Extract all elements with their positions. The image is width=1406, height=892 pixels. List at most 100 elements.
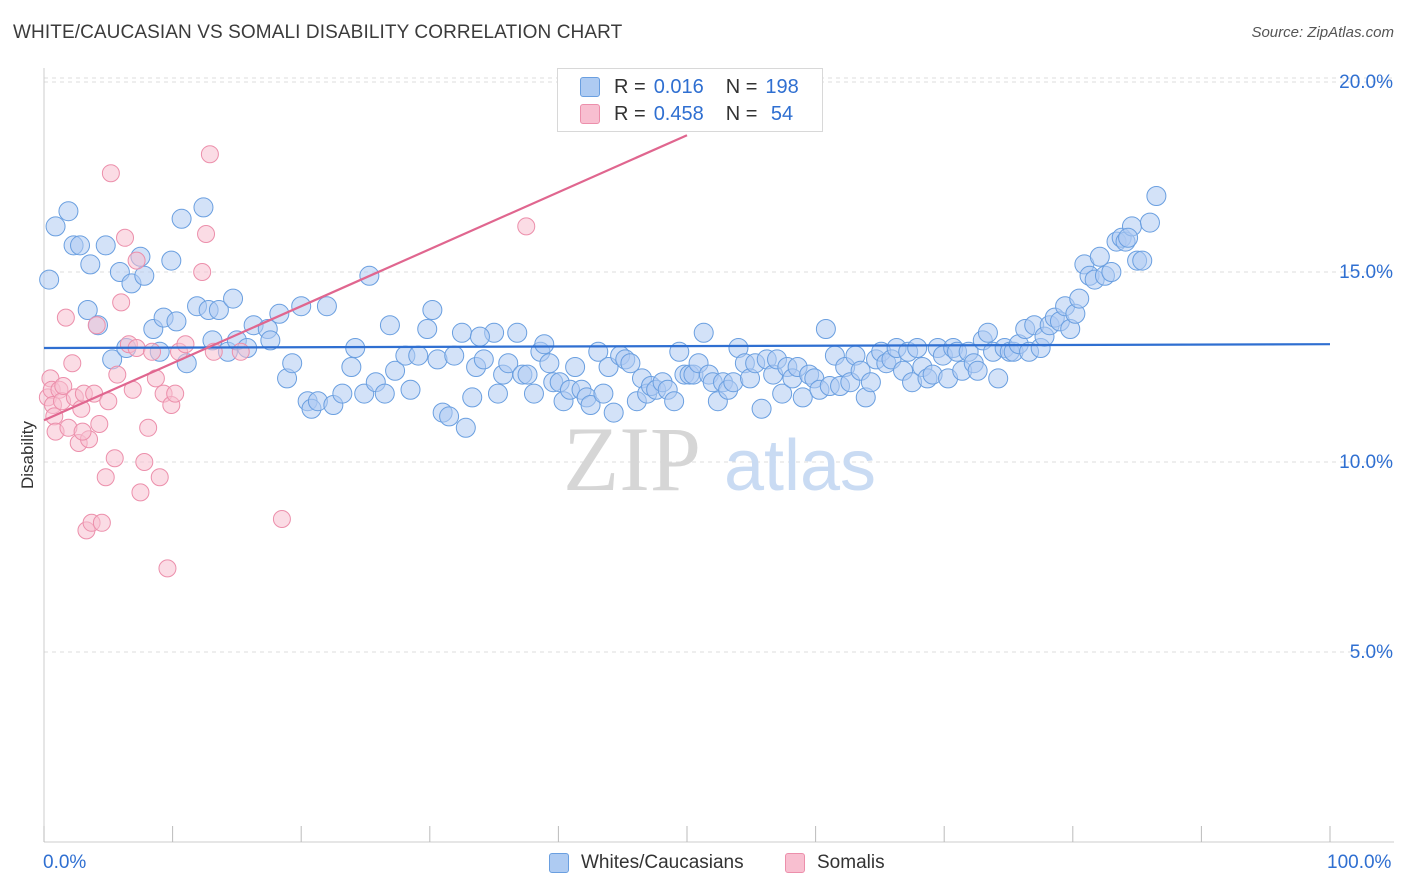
whites-point: [422, 300, 443, 320]
whites-point: [534, 334, 555, 355]
somalis-point: [105, 449, 124, 468]
whites-point: [374, 383, 395, 404]
watermark-atlas: atlas: [724, 426, 876, 506]
whites-trend-line: [43, 343, 1331, 350]
bottom-legend-somalis: Somalis: [785, 852, 885, 874]
somalis-point: [112, 293, 131, 312]
whites-point: [751, 398, 772, 419]
somalis-point: [150, 468, 169, 487]
whites-point: [408, 345, 429, 366]
somalis-point: [231, 342, 250, 361]
whites-point: [95, 235, 116, 256]
x-tick-max: 100.0%: [1327, 852, 1392, 873]
legend-r-label: R =: [614, 102, 646, 125]
whites-point: [80, 254, 101, 275]
y-tick-label: 10.0%: [1339, 452, 1393, 473]
somalis-point: [135, 453, 154, 471]
legend-swatch-somalis: [580, 104, 600, 124]
stats-legend: R = 0.016 N = 198 R = 0.458 N = 54: [557, 68, 823, 132]
whites-point: [507, 322, 528, 343]
bottom-legend-label-somalis: Somalis: [817, 852, 885, 873]
somalis-point: [90, 415, 109, 433]
legend-swatch-whites: [580, 77, 600, 97]
whites-point: [988, 368, 1009, 389]
series-whites-points: [39, 186, 1167, 438]
legend-n-value: 198: [765, 75, 799, 98]
somalis-point: [56, 308, 75, 327]
legend-r-value: 0.458: [653, 102, 704, 125]
axes: [43, 68, 1394, 843]
somalis-point: [87, 316, 106, 335]
whites-point: [523, 383, 544, 404]
bottom-legend-swatch-whites: [549, 853, 569, 873]
whites-point: [208, 300, 229, 320]
somalis-point: [73, 422, 92, 441]
whites-point: [166, 311, 187, 332]
whites-point: [1139, 212, 1160, 233]
whites-point: [517, 364, 538, 385]
somalis-point: [108, 365, 127, 384]
whites-point: [580, 395, 601, 415]
whites-point: [664, 391, 685, 412]
whites-point: [1118, 227, 1139, 248]
whites-point: [193, 197, 214, 218]
bottom-legend-whites: Whites/Caucasians: [549, 852, 744, 874]
whites-point: [1069, 288, 1090, 309]
whites-point: [341, 357, 362, 377]
somalis-point: [143, 342, 162, 361]
whites-point: [58, 201, 79, 222]
series-somalis-points: [38, 145, 536, 578]
somalis-trend-line: [43, 134, 688, 422]
whites-point: [171, 208, 192, 229]
grid-lines: [44, 77, 1394, 653]
somalis-point: [92, 513, 111, 532]
whites-point: [439, 406, 460, 427]
somalis-point: [116, 228, 135, 247]
whites-point: [77, 300, 98, 320]
trend-lines: [43, 134, 1331, 422]
whites-point: [400, 379, 421, 400]
somalis-point: [63, 354, 82, 373]
whites-point: [427, 349, 448, 370]
legend-row-whites: R = 0.016 N = 198: [580, 74, 799, 100]
bottom-legend-label-whites: Whites/Caucasians: [581, 852, 744, 873]
legend-n-label: N =: [725, 102, 758, 125]
whites-point: [693, 322, 714, 343]
somalis-point: [139, 418, 158, 437]
whites-point: [907, 338, 928, 358]
whites-point: [967, 360, 988, 381]
whites-point: [977, 322, 998, 343]
whites-point: [593, 383, 614, 404]
legend-n-label: N =: [725, 75, 758, 98]
whites-point: [417, 319, 438, 339]
y-axis-label: Disability: [18, 420, 37, 490]
bottom-legend-swatch-somalis: [785, 853, 805, 873]
chart-title: WHITE/CAUCASIAN VS SOMALI DISABILITY COR…: [13, 22, 623, 43]
watermark: ZIP atlas: [563, 408, 876, 510]
somalis-point: [131, 483, 150, 502]
whites-point: [379, 315, 400, 336]
somalis-point: [158, 559, 177, 578]
whites-point: [565, 357, 586, 377]
somalis-point: [197, 225, 216, 243]
whites-point: [39, 269, 60, 290]
whites-point: [45, 216, 66, 237]
source-note: Source: ZipAtlas.com: [1251, 24, 1394, 41]
somalis-point: [54, 377, 73, 395]
whites-point: [451, 322, 472, 343]
somalis-point: [272, 510, 291, 528]
somalis-point: [96, 468, 115, 487]
whites-point: [469, 326, 490, 347]
whites-point: [316, 296, 337, 317]
watermark-zip: ZIP: [563, 408, 701, 510]
somalis-point: [517, 217, 536, 236]
somalis-point: [166, 384, 185, 403]
whites-point: [723, 372, 744, 393]
legend-r-value: 0.016: [653, 75, 704, 98]
legend-r-label: R =: [614, 75, 646, 98]
legend-n-value: 54: [765, 102, 794, 125]
whites-point: [332, 383, 353, 404]
somalis-point: [127, 251, 146, 270]
whites-point: [223, 288, 244, 309]
